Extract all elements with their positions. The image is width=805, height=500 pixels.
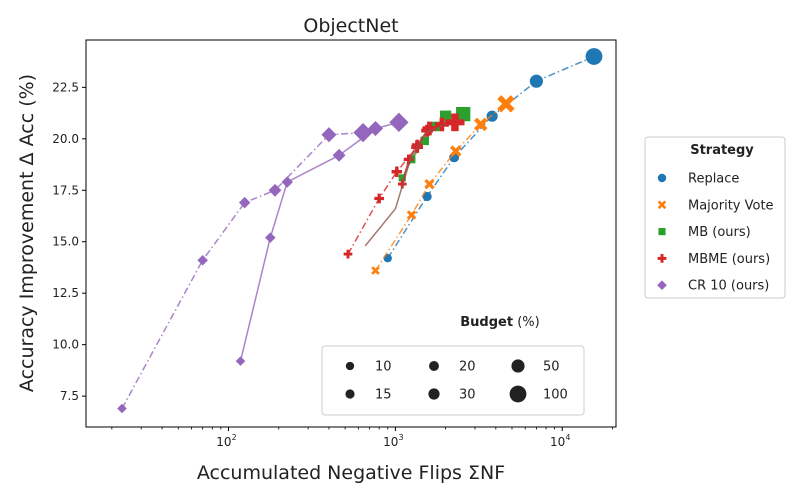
- legend-budget-marker-3: [428, 388, 440, 400]
- series-6-point-4: [321, 127, 337, 143]
- legend-strategy-marker-4: [657, 280, 667, 291]
- y-tick-label-6: 22.5: [52, 80, 79, 94]
- series-4-point-2: [391, 166, 403, 177]
- legend-budget-marker-4: [511, 359, 525, 373]
- x-tick-exp-0: 2: [232, 433, 237, 442]
- legend-budget-label-0: 10: [375, 360, 392, 375]
- plot-frame: [85, 39, 617, 428]
- series-line-5: [364, 123, 446, 247]
- legend-strategy-label-1: Majority Vote: [688, 198, 774, 213]
- y-tick-label-2: 12.5: [52, 286, 79, 300]
- legend-strategy-marker-1: [657, 200, 667, 210]
- legend-budget-marker-2: [429, 361, 439, 371]
- legend-budget-title-rest: (%): [513, 315, 540, 330]
- legend-budget-label-1: 15: [375, 388, 392, 403]
- series-6-point-0: [117, 403, 127, 414]
- legend-budget-marker-5: [509, 385, 527, 403]
- legend-budget-label-2: 20: [459, 360, 476, 375]
- legend-strategy-label-3: MBME (ours): [688, 252, 770, 267]
- series-0-point-5: [585, 48, 603, 65]
- y-tick-label-0: 7.5: [60, 389, 79, 403]
- series-6-point-5: [353, 122, 373, 143]
- x-tick-base-0: 10: [216, 435, 231, 449]
- series-1: [371, 95, 515, 275]
- x-tick-exp-1: 3: [398, 433, 403, 442]
- series-line-6: [121, 131, 364, 409]
- series-layer: [117, 48, 603, 414]
- legend-budget-marker-1: [345, 389, 355, 399]
- series-1-point-4: [473, 117, 488, 132]
- series-6-point-2: [238, 196, 251, 209]
- series-2-point-5: [456, 106, 471, 122]
- legend-strategy-entries: Replace Majority Vote MB (ours) MBME (ours)…: [657, 172, 774, 294]
- legend-budget-label-4: 50: [543, 360, 560, 375]
- x-tick-base-1: 10: [383, 435, 398, 449]
- series-2-point-2: [420, 136, 429, 146]
- legend-budget-marker-0: [345, 361, 355, 371]
- series-7-point-1: [264, 232, 276, 243]
- y-tick-label-1: 10.0: [52, 338, 79, 352]
- x-tick-label-0: 102: [216, 433, 236, 449]
- series-6-point-3: [268, 183, 282, 197]
- legend-strategy-marker-0: [657, 173, 667, 183]
- series-7-point-4: [367, 120, 384, 137]
- series-7-point-3: [332, 148, 346, 162]
- legend-budget-label-5: 100: [543, 388, 568, 403]
- y-tick-label-4: 17.5: [52, 183, 79, 197]
- x-tick-label-1: 103: [383, 433, 403, 449]
- legend-strategy-label-4: CR 10 (ours): [688, 279, 769, 294]
- legend-budget: Budget (%) 10 15 20 30 50 100: [321, 315, 585, 416]
- series-7-point-2: [281, 176, 293, 188]
- x-tick-exp-2: 4: [565, 433, 570, 442]
- series-1-point-2: [424, 178, 435, 190]
- legend-budget-entries: 10 15 20 30 50 100: [345, 359, 568, 403]
- series-0: [383, 48, 603, 263]
- legend-strategy: Strategy Replace Majority Vote MB (ours) MB…: [644, 136, 786, 299]
- series-0-point-3: [486, 110, 498, 122]
- series-4-point-5: [446, 113, 465, 132]
- legend-strategy-title: Strategy: [690, 143, 754, 158]
- x-tick-label-2: 104: [550, 433, 570, 449]
- legend-budget-label-3: 30: [459, 388, 476, 403]
- legend-budget-title-bold: Budget: [460, 315, 513, 330]
- y-axis-label: Accuracy Improvement Δ Acc (%): [16, 74, 38, 392]
- series-1-point-0: [371, 266, 380, 275]
- series-1-point-5: [497, 95, 515, 113]
- series-7: [235, 112, 409, 366]
- legend-strategy-label-2: MB (ours): [688, 225, 751, 240]
- chart-title: ObjectNet: [303, 15, 398, 37]
- series-0-point-1: [422, 191, 432, 202]
- x-axis-label: Accumulated Negative Flips ΣNF: [197, 462, 505, 484]
- x-tick-base-2: 10: [550, 435, 565, 449]
- series-line-0: [387, 55, 595, 259]
- legend-strategy-marker-2: [658, 228, 666, 236]
- series-line-4: [347, 121, 456, 255]
- series-5: [364, 123, 446, 247]
- series-2-point-0: [398, 174, 406, 182]
- series-3-point-1: [403, 154, 414, 165]
- legend-strategy-marker-3: [657, 253, 667, 263]
- legend-strategy-label-0: Replace: [688, 172, 739, 187]
- series-0-point-4: [529, 74, 543, 88]
- series-4-point-0: [343, 249, 353, 259]
- legend-strategy-box: [644, 136, 786, 299]
- series-1-point-3: [449, 145, 462, 157]
- series-6: [117, 122, 373, 414]
- series-6-point-1: [197, 254, 208, 266]
- legend-budget-title: Budget (%): [460, 315, 539, 330]
- series-7-point-5: [389, 112, 409, 133]
- series-7-point-0: [235, 356, 246, 366]
- legend-budget-box: [321, 345, 585, 416]
- series-2-point-4: [439, 110, 452, 122]
- series-1-point-1: [406, 210, 417, 220]
- series-4-point-1: [374, 193, 385, 204]
- y-tick-label-5: 20.0: [52, 132, 79, 146]
- y-tick-label-3: 15.0: [52, 235, 79, 249]
